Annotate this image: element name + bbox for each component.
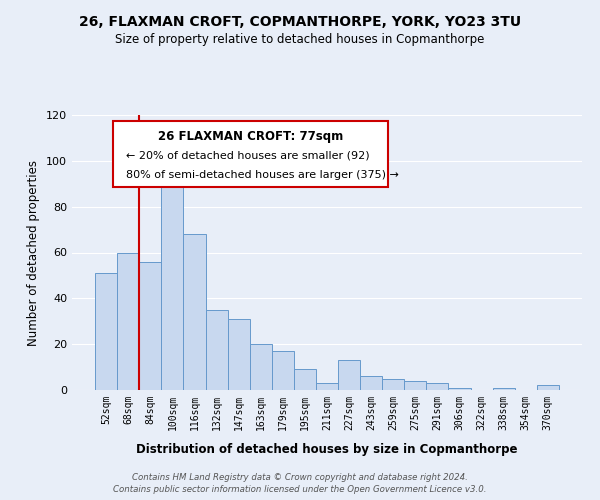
Text: Contains public sector information licensed under the Open Government Licence v3: Contains public sector information licen… [113,485,487,494]
Bar [338,360,360,390]
Y-axis label: Number of detached properties: Number of detached properties [28,160,40,346]
Bar [294,370,316,390]
FancyBboxPatch shape [113,120,388,186]
Text: Distribution of detached houses by size in Copmanthorpe: Distribution of detached houses by size … [136,442,518,456]
Bar [206,310,227,390]
Bar [427,383,448,390]
Bar [360,376,382,390]
Bar [316,383,338,390]
Text: Size of property relative to detached houses in Copmanthorpe: Size of property relative to detached ho… [115,32,485,46]
Text: 26, FLAXMAN CROFT, COPMANTHORPE, YORK, YO23 3TU: 26, FLAXMAN CROFT, COPMANTHORPE, YORK, Y… [79,15,521,29]
Text: 26 FLAXMAN CROFT: 77sqm: 26 FLAXMAN CROFT: 77sqm [158,130,343,143]
Bar [382,378,404,390]
Text: ← 20% of detached houses are smaller (92): ← 20% of detached houses are smaller (92… [125,151,369,161]
Bar [537,386,559,390]
Bar [184,234,206,390]
Bar [250,344,272,390]
Bar [161,174,184,390]
Bar [493,388,515,390]
Bar [227,319,250,390]
Bar [139,262,161,390]
Text: Contains HM Land Registry data © Crown copyright and database right 2024.: Contains HM Land Registry data © Crown c… [132,474,468,482]
Bar [404,381,427,390]
Text: 80% of semi-detached houses are larger (375) →: 80% of semi-detached houses are larger (… [125,170,398,180]
Bar [448,388,470,390]
Bar [95,273,117,390]
Bar [117,252,139,390]
Bar [272,351,294,390]
